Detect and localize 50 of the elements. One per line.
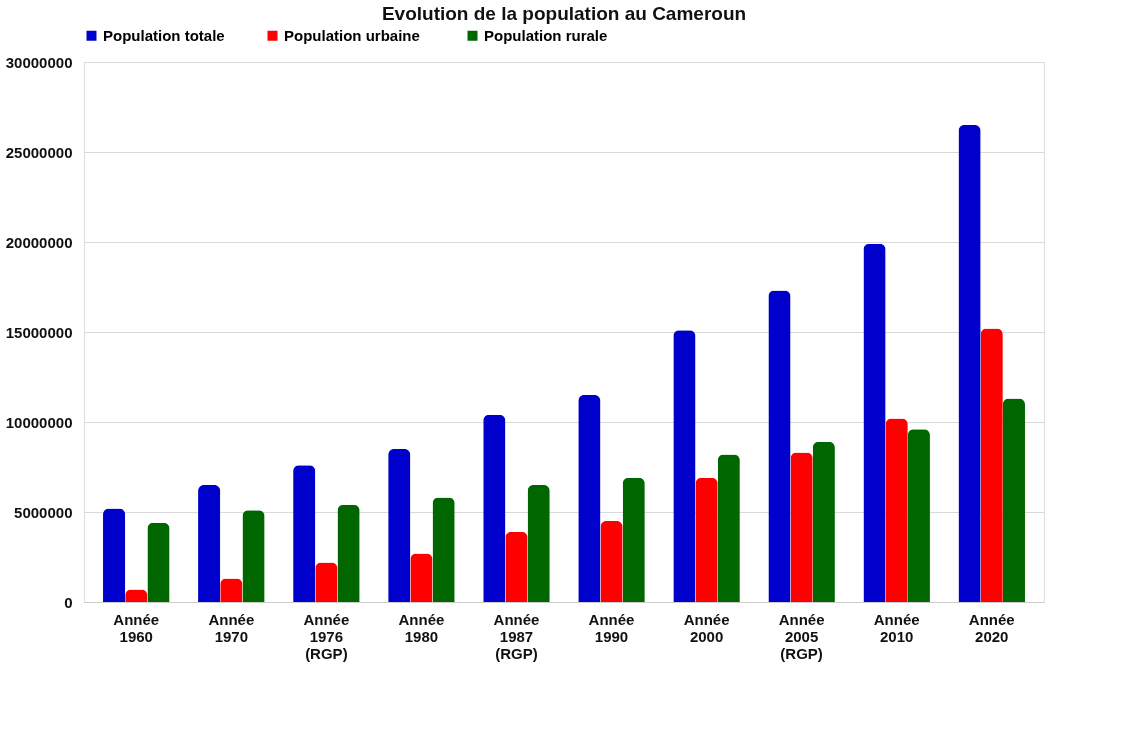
y-tick-label: 20000000	[5, 233, 73, 251]
x-tick-label: Année 2000	[683, 610, 730, 645]
bar	[790, 452, 813, 602]
bar	[388, 449, 411, 602]
x-tick-label: Année 1970	[208, 610, 255, 645]
legend-label: Population totale	[103, 26, 225, 44]
bar	[958, 125, 981, 602]
y-tick-label: 5000000	[14, 503, 73, 521]
bar	[103, 508, 126, 602]
bar	[863, 243, 886, 602]
x-tick-label: Année 1987 (RGP)	[493, 610, 540, 662]
x-tick-label: Année 1960	[113, 610, 160, 645]
bar	[527, 485, 550, 602]
bar	[315, 562, 338, 602]
bar	[600, 521, 623, 602]
bar	[768, 290, 791, 602]
y-tick-label: 15000000	[5, 323, 73, 341]
bar	[410, 553, 433, 602]
bar	[432, 497, 455, 602]
x-tick-label: Année 1980	[398, 610, 445, 645]
x-tick-label: Année 1976 (RGP)	[303, 610, 350, 662]
y-tick-label: 25000000	[5, 143, 73, 161]
bar	[220, 578, 243, 602]
bar	[673, 330, 696, 602]
legend-label: Population urbaine	[284, 26, 420, 44]
bar	[907, 429, 930, 602]
bar	[293, 465, 316, 602]
y-tick-label: 30000000	[5, 53, 73, 71]
bar	[505, 531, 528, 602]
bar	[483, 414, 506, 602]
bar	[147, 522, 170, 602]
x-tick-label: Année 2005 (RGP)	[778, 610, 825, 662]
y-tick-label: 10000000	[5, 413, 73, 431]
bar	[242, 510, 265, 602]
bar	[812, 441, 835, 602]
bar	[578, 395, 601, 602]
x-tick-label: Année 2020	[968, 610, 1015, 645]
bar	[622, 477, 645, 602]
bar	[885, 418, 908, 602]
bar	[717, 454, 740, 602]
bar	[337, 504, 360, 602]
chart-title: Evolution de la population au Cameroun	[381, 3, 747, 24]
bar	[695, 477, 718, 602]
y-tick-label: 0	[64, 593, 73, 611]
x-tick-label: Année 1990	[588, 610, 635, 645]
legend-label: Population rurale	[484, 26, 608, 44]
x-tick-label: Année 2010	[873, 610, 920, 645]
bar	[980, 328, 1003, 602]
bar	[1002, 398, 1025, 602]
bar	[198, 485, 221, 602]
